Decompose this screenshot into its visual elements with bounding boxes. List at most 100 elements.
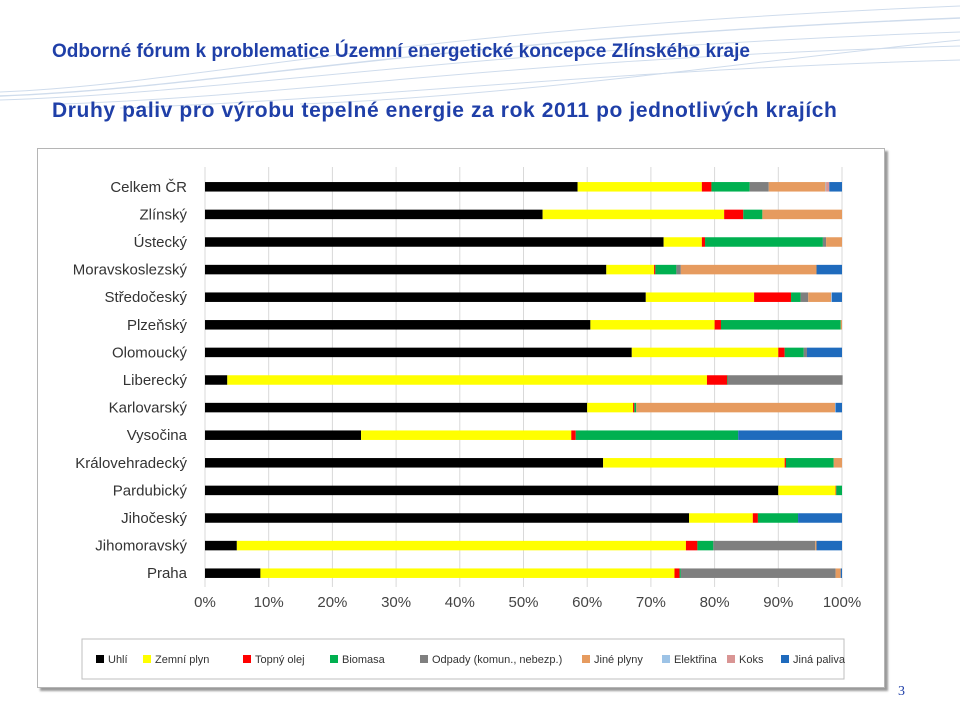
bar-segment <box>833 458 842 468</box>
category-label: Plzeňský <box>127 317 188 334</box>
bar-segment <box>778 347 785 358</box>
bar-segment <box>836 485 842 496</box>
bar-segment <box>785 458 834 468</box>
bar-segment <box>636 402 835 413</box>
bar-segment <box>754 292 792 302</box>
category-label: Celkem ČR <box>110 179 187 196</box>
bar-segment <box>835 568 841 578</box>
bar-segment <box>205 402 588 413</box>
bar-segment <box>260 568 675 578</box>
bar-segment <box>840 320 842 330</box>
bar-segment <box>826 182 830 192</box>
bar-segment <box>645 292 755 302</box>
bar-segment <box>800 292 809 302</box>
legend-swatch <box>143 655 151 663</box>
bar-segment <box>825 182 827 192</box>
bar-segment <box>634 402 637 413</box>
bar-segment <box>361 430 572 440</box>
legend-label: Jiná paliva <box>793 654 846 666</box>
x-tick-label: 60% <box>572 594 602 611</box>
bar-segment <box>826 237 842 247</box>
bar-segment <box>720 320 841 330</box>
stacked-bar-chart: 0% 10% 20% 30% 40% 50% 60% 70% 80% 90% 100% Celkem … <box>73 167 861 680</box>
bar-segment <box>705 237 823 247</box>
bar-segment <box>816 540 842 551</box>
category-label: Královehradecký <box>75 455 187 472</box>
legend-swatch <box>662 655 670 663</box>
bar-segment <box>701 237 706 247</box>
bar-segment <box>815 540 817 551</box>
legend-swatch <box>781 655 789 663</box>
swoosh-line <box>0 5 960 93</box>
bar-segment <box>840 568 842 578</box>
category-label: Středočeský <box>104 289 187 306</box>
bar-segment <box>205 375 228 385</box>
bar-segment <box>663 237 702 247</box>
legend-label: Biomasa <box>342 654 386 666</box>
x-tick-label: 10% <box>254 594 284 611</box>
bar-segment <box>680 568 836 578</box>
bar-segment <box>727 375 728 385</box>
bar-segment <box>706 375 728 385</box>
bar-segment <box>834 402 836 413</box>
bar-segment <box>829 182 842 192</box>
bar-segment <box>685 540 698 551</box>
bar-segment <box>205 292 646 302</box>
bar-segment <box>205 513 690 523</box>
chart-frame: 0% 10% 20% 30% 40% 50% 60% 70% 80% 90% 100% Celkem … <box>37 148 885 688</box>
bar-segment <box>822 237 827 247</box>
x-tick-label: 40% <box>445 594 475 611</box>
bar-segment <box>606 264 655 275</box>
bar-segment <box>587 402 634 413</box>
bar-segment <box>575 430 739 440</box>
x-tick-label: 0% <box>194 594 216 611</box>
bar-segment <box>701 182 712 192</box>
x-tick-label: 20% <box>317 594 347 611</box>
category-label: Olomoucký <box>112 344 188 361</box>
bar-segment <box>743 209 763 220</box>
bar-segment <box>803 347 807 358</box>
swoosh-line <box>0 17 960 97</box>
bar-segment <box>762 209 842 220</box>
x-tick-label: 90% <box>763 594 793 611</box>
bar-segment <box>236 540 686 551</box>
swoosh-line <box>299 39 960 105</box>
legend-swatch <box>582 655 590 663</box>
bar-segment <box>798 513 842 523</box>
bar-segment <box>654 264 656 275</box>
bar-segment <box>727 375 843 385</box>
legend-label: Odpady (komun., nebezp.) <box>432 654 562 666</box>
bar-segment <box>757 513 799 523</box>
slide-title: Druhy paliv pro výrobu tepelné energie z… <box>52 99 838 122</box>
bar-segment <box>778 485 836 496</box>
bar-segment <box>577 182 702 192</box>
bar-segment <box>205 264 607 275</box>
x-tick-label: 50% <box>508 594 538 611</box>
bar-segment <box>205 182 578 192</box>
legend-label: Uhlí <box>108 654 128 666</box>
bar-segment <box>205 237 664 247</box>
category-label: Karlovarský <box>109 400 188 417</box>
swoosh-line <box>59 45 960 105</box>
bar-segment <box>680 264 817 275</box>
bar-segment <box>816 264 842 275</box>
bar-segment <box>713 540 816 551</box>
legend-swatch <box>727 655 735 663</box>
bar-segment <box>806 347 842 358</box>
bar-segment <box>542 209 725 220</box>
legend-label: Zemní plyn <box>155 654 209 666</box>
bar-segment <box>205 540 237 551</box>
bar-segment <box>679 568 681 578</box>
category-label: Vysočina <box>127 427 188 444</box>
bar-segment <box>791 292 801 302</box>
bar-segment <box>205 568 261 578</box>
swoosh-line <box>0 31 960 101</box>
bar-segment <box>768 182 826 192</box>
forum-title: Odborné fórum k problematice Územní ener… <box>52 41 750 62</box>
bar-segment <box>831 292 842 302</box>
bar-segment <box>674 568 680 578</box>
x-tick-label: 80% <box>700 594 730 611</box>
bar-segment <box>227 375 707 385</box>
legend-swatch <box>96 655 104 663</box>
